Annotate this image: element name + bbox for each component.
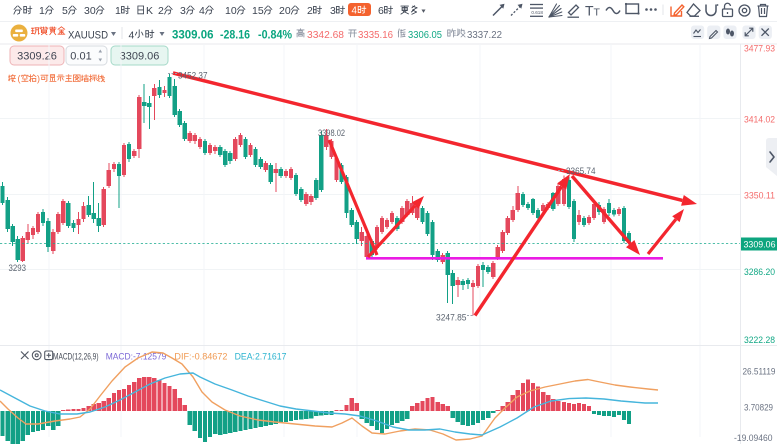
svg-text:2: 2 xyxy=(307,5,313,17)
svg-text:3: 3 xyxy=(330,5,336,17)
svg-text:4: 4 xyxy=(129,29,135,41)
svg-text:3286.20: 3286.20 xyxy=(744,267,775,277)
svg-text:(: ( xyxy=(18,73,21,83)
svg-text:15: 15 xyxy=(252,5,264,17)
svg-text:20: 20 xyxy=(279,5,291,17)
svg-text:4: 4 xyxy=(199,5,205,17)
svg-text:-28.16: -28.16 xyxy=(220,30,250,42)
svg-text:3309.06: 3309.06 xyxy=(172,28,214,42)
svg-text:3309.26: 3309.26 xyxy=(17,50,57,62)
svg-text:1: 1 xyxy=(115,5,121,17)
svg-text:10: 10 xyxy=(225,5,237,17)
svg-text:3452.37: 3452.37 xyxy=(178,71,208,82)
svg-text:0.01: 0.01 xyxy=(70,50,91,62)
svg-text:3293: 3293 xyxy=(9,263,27,274)
svg-text:4: 4 xyxy=(352,6,358,17)
svg-text:0.618: 0.618 xyxy=(531,10,543,15)
svg-text:XAUUSD: XAUUSD xyxy=(68,30,108,42)
svg-text:3247.85: 3247.85 xyxy=(436,313,467,324)
svg-text:3342.68: 3342.68 xyxy=(307,30,344,41)
svg-text:3337.22: 3337.22 xyxy=(467,30,502,41)
svg-text:MACD:-7.12579: MACD:-7.12579 xyxy=(106,351,167,362)
svg-text:3350.11: 3350.11 xyxy=(744,191,775,201)
svg-text:3: 3 xyxy=(180,5,186,17)
svg-text:3306.05: 3306.05 xyxy=(408,30,442,41)
svg-text:3.70829: 3.70829 xyxy=(744,403,773,413)
svg-text:5: 5 xyxy=(62,5,68,17)
svg-text:MACD(12,26,9): MACD(12,26,9) xyxy=(53,351,99,362)
svg-text:T: T xyxy=(594,7,601,19)
svg-text:-0.84%: -0.84% xyxy=(258,30,292,42)
svg-text:26.51119: 26.51119 xyxy=(743,367,776,377)
svg-text:30: 30 xyxy=(84,5,96,17)
svg-text:DEA:2.71617: DEA:2.71617 xyxy=(235,351,287,362)
svg-text:3335.16: 3335.16 xyxy=(358,30,393,41)
svg-text:K: K xyxy=(146,5,153,17)
svg-text:3414.02: 3414.02 xyxy=(744,115,775,125)
svg-text:T: T xyxy=(585,3,594,19)
svg-text:3398.02: 3398.02 xyxy=(318,128,345,139)
svg-text:6: 6 xyxy=(378,5,384,17)
svg-text:3309.06: 3309.06 xyxy=(744,239,776,250)
svg-text:3222.28: 3222.28 xyxy=(744,335,775,345)
svg-text:3477.93: 3477.93 xyxy=(744,44,775,54)
svg-text:3365.74: 3365.74 xyxy=(566,166,596,177)
svg-text:2: 2 xyxy=(158,5,164,17)
svg-text:): ) xyxy=(37,73,40,83)
svg-text:DIF:-0.84672: DIF:-0.84672 xyxy=(174,351,227,362)
svg-text:3309.06: 3309.06 xyxy=(120,50,160,62)
svg-text:1: 1 xyxy=(39,5,45,17)
svg-text:-19.09460: -19.09460 xyxy=(734,433,773,443)
